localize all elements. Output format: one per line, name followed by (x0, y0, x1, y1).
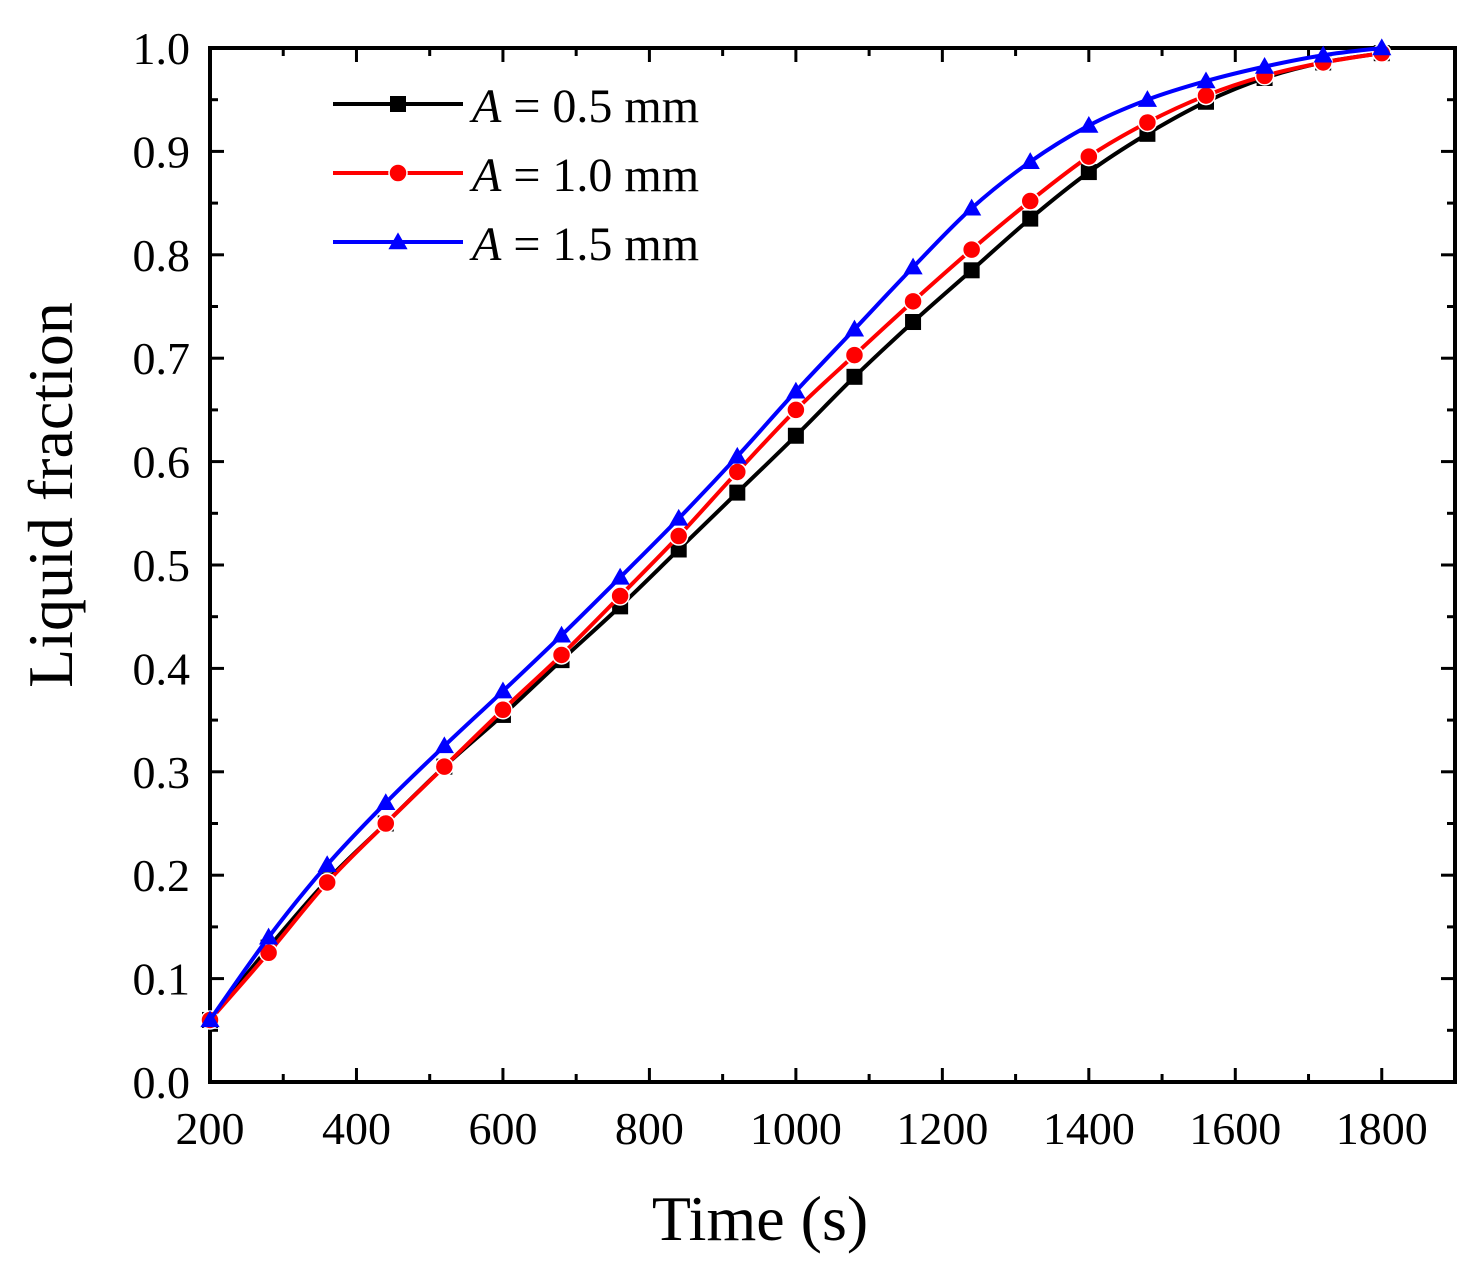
data-point (1372, 38, 1392, 56)
x-tick-label: 200 (176, 1103, 245, 1154)
data-point (786, 400, 806, 420)
data-point (551, 625, 572, 643)
data-point (669, 508, 689, 526)
legend-item-2: A = 1.0 mm (333, 149, 699, 202)
data-point (962, 198, 982, 216)
x-tick-label: 600 (468, 1103, 537, 1154)
y-tick-label: 0.5 (133, 540, 191, 591)
data-point (1079, 115, 1099, 133)
data-point (493, 700, 513, 720)
data-point (200, 1010, 220, 1028)
legend: A = 0.5 mm A = 1.0 mm A = 1.5 mm (333, 80, 699, 271)
y-tick-label: 0.1 (133, 954, 191, 1005)
data-point (551, 645, 572, 665)
data-point (376, 813, 396, 834)
data-point (610, 586, 630, 606)
data-point (434, 756, 455, 777)
data-point (903, 257, 923, 275)
data-point (1313, 45, 1333, 63)
series-2 (200, 43, 1392, 1030)
data-point (610, 567, 630, 585)
data-point (1196, 85, 1216, 106)
data-point (844, 345, 865, 365)
data-point (905, 314, 922, 331)
data-point (961, 239, 982, 260)
legend-swatch-marker (388, 232, 408, 250)
data-point (846, 368, 863, 385)
legend-label: A = 0.5 mm (469, 80, 699, 133)
data-point (1137, 112, 1158, 133)
series-line (208, 51, 1383, 1022)
x-tick-label: 400 (322, 1103, 391, 1154)
y-tick-label: 0.6 (133, 437, 191, 488)
series-line (208, 51, 1383, 1022)
x-tick-label: 1200 (896, 1103, 988, 1154)
data-point (376, 793, 396, 811)
y-axis-title: Liquid fraction (15, 302, 86, 688)
axes-layer: 200 400 600 800 1000 1200 1400 1600 1800 0.0 0.1 0.… (133, 23, 1457, 1154)
data-point (493, 681, 513, 699)
y-tick-label: 0.7 (133, 333, 191, 384)
data-point (727, 446, 747, 464)
data-point (729, 484, 746, 501)
y-tick-label: 0.2 (133, 850, 191, 901)
data-point (1196, 71, 1216, 89)
y-tick-label: 0.4 (133, 643, 191, 694)
x-tick-label: 1400 (1043, 1103, 1135, 1154)
data-point (1020, 191, 1040, 211)
x-tick-label: 1600 (1189, 1103, 1281, 1154)
data-point (787, 427, 804, 444)
series-layer (200, 38, 1392, 1030)
series-3 (200, 38, 1392, 1028)
data-point (844, 319, 865, 337)
data-point (1137, 90, 1158, 107)
data-point (1080, 164, 1097, 181)
legend-swatch-marker (390, 96, 406, 112)
plot-frame (208, 46, 1457, 1084)
y-tick-label: 0.9 (133, 126, 191, 177)
legend-label: A = 1.5 mm (469, 218, 699, 271)
data-point (317, 872, 337, 893)
series-line (208, 46, 1383, 1022)
y-tick-label: 0.3 (133, 747, 191, 798)
data-point (1254, 57, 1275, 74)
data-point (963, 262, 980, 279)
data-point (317, 855, 337, 873)
x-axis-title: Time (s) (652, 1183, 868, 1254)
legend-item-3: A = 1.5 mm (333, 218, 699, 271)
data-point (786, 381, 806, 399)
x-tick-label: 800 (615, 1103, 684, 1154)
legend-item-1: A = 0.5 mm (333, 80, 699, 133)
series-1 (202, 45, 1390, 1028)
data-point (670, 541, 687, 558)
data-point (1022, 210, 1039, 227)
data-point (258, 927, 279, 945)
y-tick-label: 0.0 (133, 1057, 191, 1108)
data-point (1020, 152, 1040, 169)
data-point (1079, 146, 1099, 167)
data-point (434, 736, 454, 754)
legend-swatch-marker (388, 163, 408, 183)
y-tick-label: 0.8 (133, 230, 191, 281)
data-point (668, 526, 689, 546)
y-tick-label: 1.0 (133, 23, 191, 74)
legend-label: A = 1.0 mm (469, 149, 699, 202)
data-point (903, 291, 923, 312)
x-tick-label: 1800 (1336, 1103, 1428, 1154)
x-tick-label: 1000 (750, 1103, 842, 1154)
